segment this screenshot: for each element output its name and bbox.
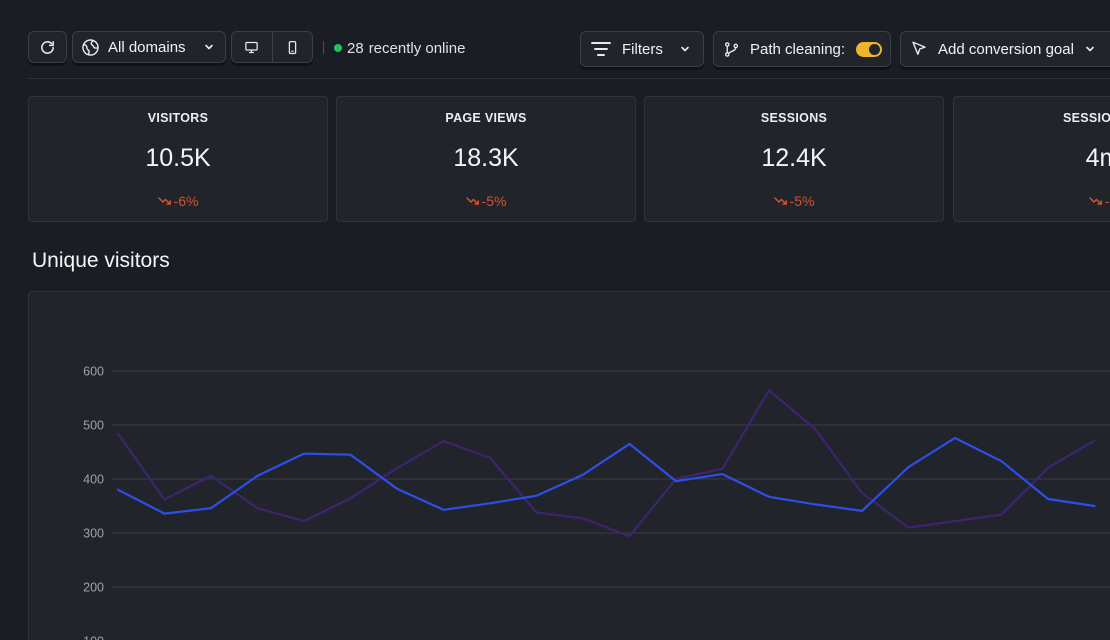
stat-change: -5% [337,193,635,209]
trend-down-icon [773,193,788,209]
stat-change-value: -5% [789,193,815,209]
chart-title: Unique visitors [32,249,170,272]
stat-card-visitors[interactable]: VISITORS 10.5K -6% [28,96,328,222]
desktop-icon [244,40,259,55]
series-line-previous [116,389,1096,538]
chevron-down-icon [203,41,215,53]
online-status-dot [334,44,342,52]
stat-card-page-views[interactable]: PAGE VIEWS 18.3K -5% [336,96,636,222]
stat-label: VISITORS [147,111,209,125]
chevron-down-icon [1084,43,1096,55]
mobile-filter-button[interactable] [271,32,313,62]
stat-change-value: -1 [1104,193,1110,209]
device-toggle-group [231,31,313,63]
domain-selector-label: All domains [108,38,186,56]
stat-card-sessions[interactable]: SESSIONS 12.4K -5% [644,96,944,222]
stat-change-value: -5% [481,193,507,209]
toolbar-divider-line [28,78,1110,79]
trend-down-icon [157,193,172,209]
branch-icon [723,40,740,59]
y-tick-label: 200 [83,581,104,595]
stat-change: -6% [29,193,327,209]
stat-card-session-duration[interactable]: SESSION DU 4m -1 [953,96,1110,222]
path-cleaning-button[interactable]: Path cleaning: [713,31,891,67]
add-conversion-goal-label: Add conversion goal [938,40,1074,58]
online-indicator: 28 recently online [334,39,465,57]
visitors-line-chart: 100 200 300 400 500 600 [83,365,1110,640]
online-label: recently online [368,39,466,57]
stat-label: SESSION DU [1062,111,1110,125]
path-cleaning-toggle[interactable] [856,41,882,57]
y-tick-label: 600 [83,365,104,379]
stat-value: 12.4K [761,144,827,172]
y-tick-label: 300 [83,527,104,541]
stat-value: 10.5K [145,144,211,172]
visitors-chart-card: 100 200 300 400 500 600 [28,291,1110,640]
online-count: 28 [347,39,364,57]
stat-label: SESSIONS [760,111,828,125]
series-line-current [116,436,1096,515]
filters-button[interactable]: Filters [580,31,704,67]
toolbar-divider [323,41,324,54]
y-tick-label: 500 [83,419,104,433]
filters-label: Filters [622,40,663,58]
trend-down-icon [465,193,480,209]
filter-icon [590,40,612,58]
trend-down-icon [1089,193,1103,209]
desktop-filter-button[interactable] [232,32,272,62]
chevron-down-icon [679,43,691,55]
stat-change-value: -6% [173,193,199,209]
mobile-icon [285,40,300,55]
stat-value: 4m [1085,144,1110,172]
refresh-icon [39,39,56,56]
toolbar: All domains [0,0,1110,80]
toggle-knob [869,43,880,55]
add-conversion-goal-button[interactable]: Add conversion goal [900,31,1110,67]
cursor-arrow-icon [910,40,928,58]
globe-icon [81,38,100,57]
stat-label: PAGE VIEWS [445,111,527,125]
y-tick-label: 400 [83,473,104,487]
y-tick-label: 100 [83,635,104,640]
path-cleaning-label: Path cleaning: [750,40,846,58]
stat-change: -1 [954,193,1110,209]
stat-value: 18.3K [453,144,519,172]
domain-selector[interactable]: All domains [72,31,226,63]
refresh-button[interactable] [28,31,67,63]
stat-change: -5% [645,193,943,209]
